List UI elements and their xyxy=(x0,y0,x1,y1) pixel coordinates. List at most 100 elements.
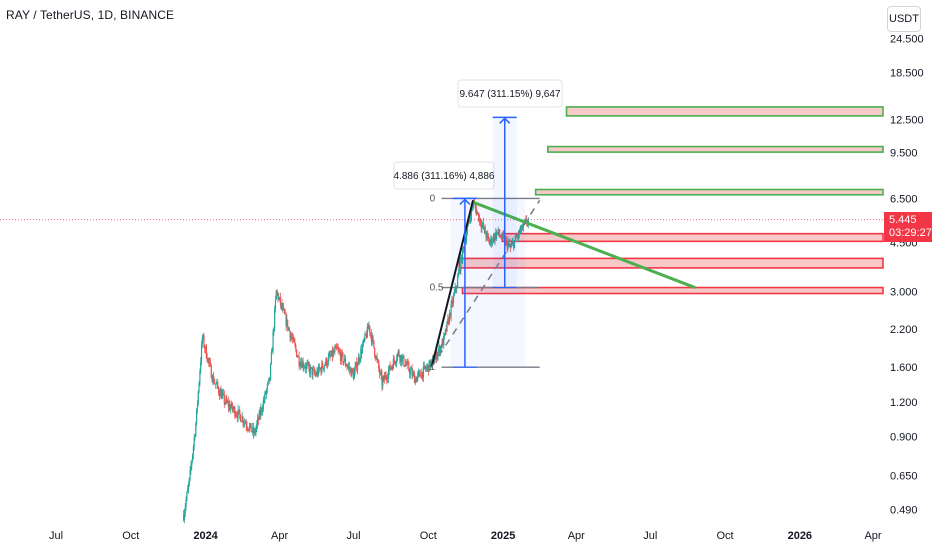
candle-body xyxy=(269,377,271,381)
candle-body xyxy=(197,391,199,404)
y-tick-label: 0.650 xyxy=(890,471,918,483)
candle-body xyxy=(437,350,439,356)
measure-label-text: 4.886 (311.16%) 4,886 xyxy=(393,171,494,182)
candle-body xyxy=(386,377,388,380)
candle-body xyxy=(411,369,413,376)
candle-body xyxy=(306,363,308,365)
candle-body xyxy=(482,223,484,225)
candle-body xyxy=(430,362,432,369)
candle-body xyxy=(277,292,279,300)
candle-body xyxy=(352,368,354,372)
candle-body xyxy=(499,234,501,236)
candle-body xyxy=(206,358,208,362)
x-tick-label: Jul xyxy=(49,530,63,542)
symbol-title[interactable]: RAY / TetherUS, 1D, BINANCE xyxy=(6,8,175,22)
candle-body xyxy=(455,286,457,289)
candle-body xyxy=(385,375,387,378)
candle-body xyxy=(410,369,412,371)
candle-body xyxy=(184,506,186,514)
candle-body xyxy=(496,231,499,233)
y-tick-label: 9.500 xyxy=(890,148,918,160)
candle-body xyxy=(222,393,224,394)
candle-body xyxy=(418,371,420,373)
candle-body xyxy=(317,370,319,375)
candle-body xyxy=(213,383,216,385)
candle-body xyxy=(204,346,207,349)
candle-body xyxy=(502,233,504,236)
candle-body xyxy=(365,333,367,335)
candle-body xyxy=(422,371,424,378)
fib-level-label: 0.5 xyxy=(430,283,444,294)
candle-body xyxy=(214,383,216,385)
candle-body xyxy=(292,337,294,340)
currency-unit-button[interactable]: USDT xyxy=(887,6,921,32)
candle-body xyxy=(414,378,416,384)
candle-body xyxy=(487,235,490,239)
candle-body xyxy=(233,407,235,410)
candle-body xyxy=(426,367,428,370)
candle-body xyxy=(520,225,522,231)
candle-body xyxy=(409,370,412,375)
candle-body xyxy=(445,329,447,332)
candle-body xyxy=(213,376,215,384)
candle-body xyxy=(449,312,451,317)
last-price-value: 5.445 xyxy=(889,214,917,226)
candle-body xyxy=(299,365,301,367)
candle-body xyxy=(400,355,403,363)
candle-body xyxy=(527,218,529,224)
candle-body xyxy=(347,366,349,368)
candle-body xyxy=(516,236,518,238)
candle-body xyxy=(443,335,445,346)
candle-body xyxy=(310,367,312,368)
candle-body xyxy=(323,365,325,370)
candle-body xyxy=(283,309,286,314)
candle-body xyxy=(479,218,481,225)
candle-body xyxy=(387,378,389,380)
candle-body xyxy=(374,347,376,356)
candle-body xyxy=(230,407,232,410)
candle-body xyxy=(319,368,321,370)
candle-body xyxy=(465,233,468,242)
candle-body xyxy=(327,356,329,364)
candle-body xyxy=(489,241,491,245)
candle-body xyxy=(320,368,322,373)
candle-body xyxy=(400,355,402,361)
candle-body xyxy=(442,339,444,346)
candle-body xyxy=(188,478,190,485)
candle-body xyxy=(339,353,342,361)
candle-body xyxy=(500,235,502,238)
candle-body xyxy=(286,319,288,326)
candle-body xyxy=(183,514,185,521)
candle-body xyxy=(335,345,337,349)
candle-body xyxy=(426,364,429,368)
candle-body xyxy=(496,232,498,239)
candle-body xyxy=(421,371,423,379)
candle-body xyxy=(313,369,315,371)
x-tick-label: Jul xyxy=(347,530,361,542)
candle-body xyxy=(429,360,431,369)
candle-body xyxy=(441,339,443,348)
candle-body xyxy=(316,370,318,376)
y-tick-label: 0.490 xyxy=(890,505,918,517)
candle-body xyxy=(407,362,409,364)
candle-body xyxy=(222,393,225,394)
candle-body xyxy=(252,427,254,432)
candle-body xyxy=(296,356,299,358)
candle-body xyxy=(270,352,273,364)
candle-body xyxy=(191,454,194,462)
candle-body xyxy=(522,227,524,231)
candle-body xyxy=(382,379,384,387)
candle-body xyxy=(186,492,188,500)
candle-body xyxy=(235,415,238,416)
candle-body xyxy=(234,407,236,417)
candle-body xyxy=(278,297,281,298)
candle-body xyxy=(183,513,186,521)
candle-body xyxy=(198,382,200,392)
candle-body xyxy=(436,355,438,360)
candle-body xyxy=(332,351,334,357)
candle-body xyxy=(324,364,326,366)
fib-layer: 00.51 xyxy=(430,193,540,373)
candle-body xyxy=(229,404,231,410)
candle-body xyxy=(237,409,239,418)
